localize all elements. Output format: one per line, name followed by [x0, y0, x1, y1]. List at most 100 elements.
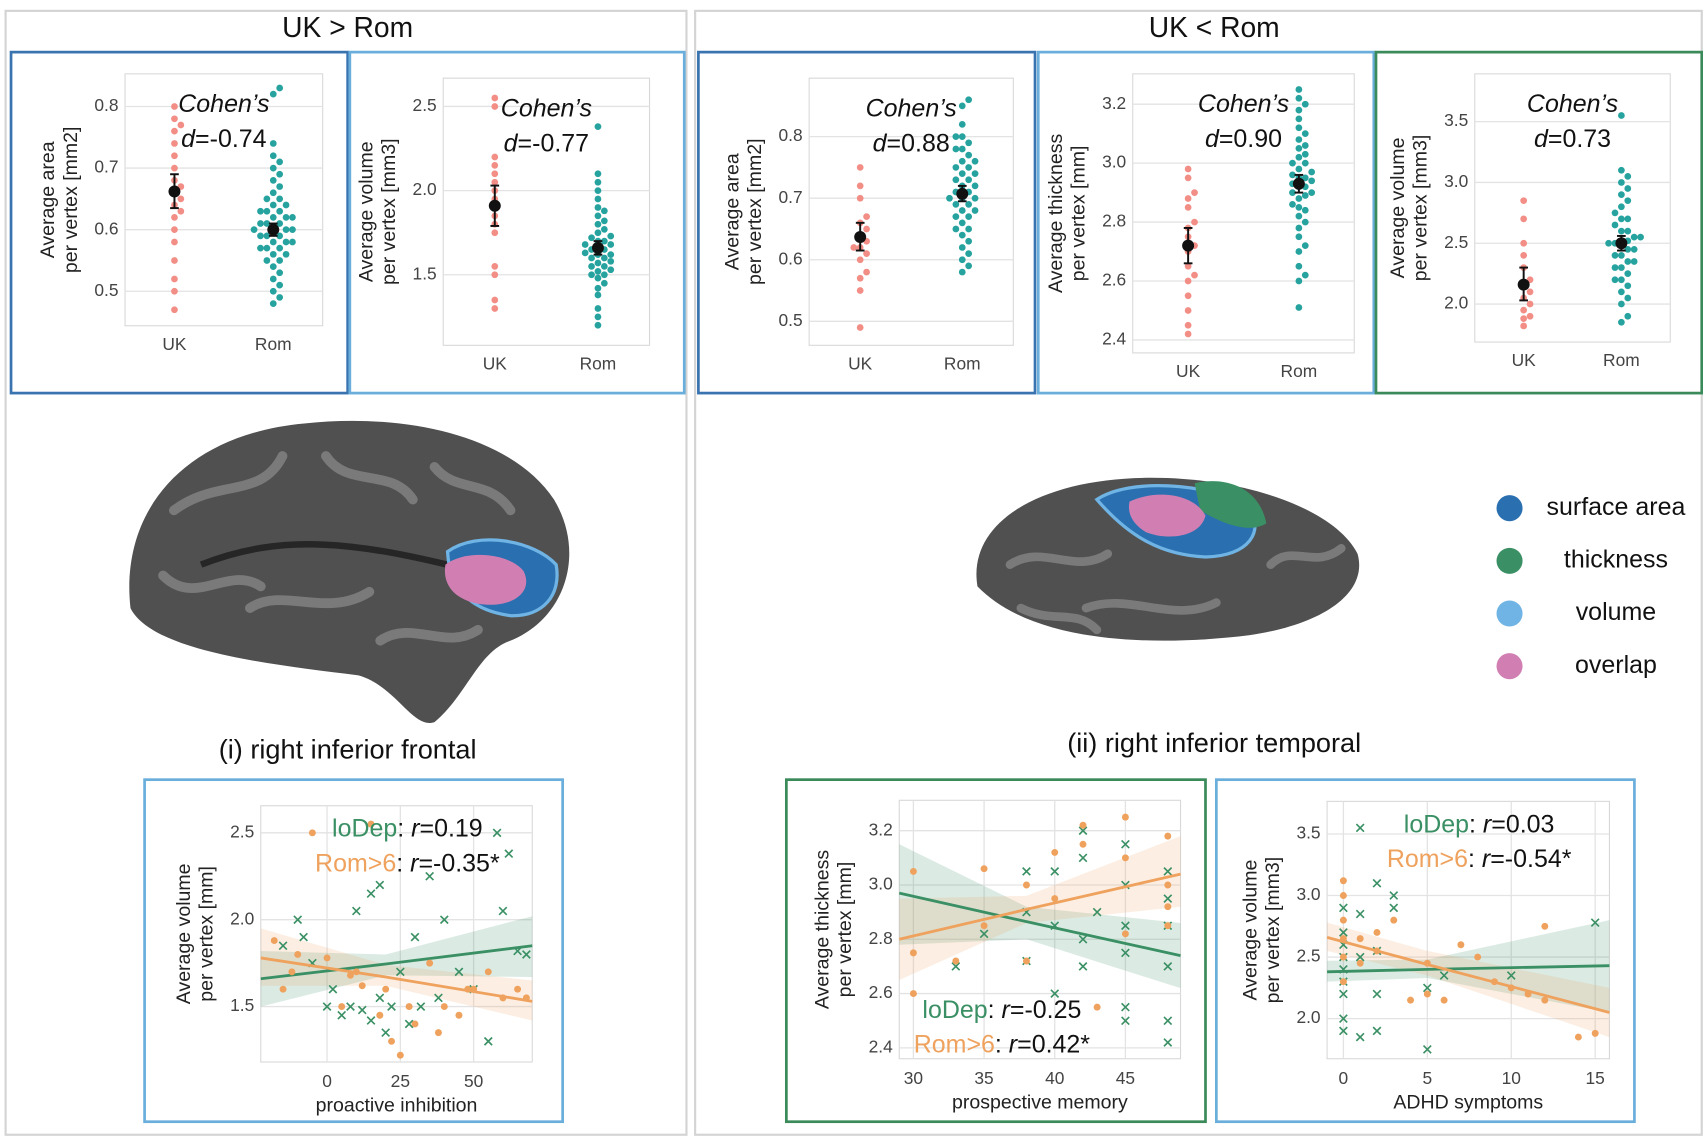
data-point: [1612, 276, 1619, 283]
data-point: [1624, 313, 1631, 320]
data-point: [959, 158, 966, 165]
y-tick-label: 0.8: [94, 95, 118, 115]
x-tick-label: 40: [1045, 1068, 1064, 1088]
mean-marker: [1182, 240, 1194, 252]
data-point: [171, 152, 178, 159]
legend-swatch: [1497, 548, 1523, 574]
data-point: [289, 239, 296, 246]
effect-name: Cohen’s: [178, 90, 269, 118]
data-point: [388, 1038, 395, 1045]
data-point: [1340, 978, 1347, 985]
data-point: [1164, 833, 1171, 840]
data-point: [1618, 167, 1625, 174]
data-point: [270, 189, 277, 196]
x-axis-label: proactive inhibition: [316, 1095, 478, 1117]
data-point: [455, 1012, 462, 1019]
y-tick-label: 0.6: [94, 218, 118, 238]
y-tick-label: 3.2: [1102, 93, 1126, 113]
data-point: [171, 276, 178, 283]
mean-marker: [489, 200, 501, 212]
data-point: [270, 91, 277, 98]
y-tick-label: 2.5: [1296, 946, 1320, 966]
x-axis-label: prospective memory: [952, 1091, 1128, 1113]
data-point: [276, 257, 283, 264]
mean-marker: [168, 186, 180, 198]
data-point: [857, 287, 864, 294]
data-point: [283, 251, 290, 258]
data-point: [857, 164, 864, 171]
data-point: [1302, 242, 1309, 249]
data-point: [595, 123, 602, 130]
data-point: [1308, 169, 1315, 176]
y-axis-label: Average thickness: [1045, 134, 1067, 293]
data-point: [1624, 295, 1631, 302]
mean-marker: [854, 231, 866, 243]
data-point: [1296, 95, 1303, 102]
data-point: [1296, 136, 1303, 143]
data-point: [270, 140, 277, 147]
series-name: Rom>6: [1387, 845, 1468, 873]
data-point: [1612, 264, 1619, 271]
data-point: [251, 226, 258, 233]
data-point: [376, 1012, 383, 1019]
x-tick-label: 10: [1502, 1068, 1521, 1088]
data-point: [601, 226, 608, 233]
effect-stat: d=0.88: [873, 129, 950, 157]
data-point: [270, 251, 277, 258]
data-point: [270, 239, 277, 246]
data-point: [288, 968, 295, 975]
series-name: Rom>6: [914, 1030, 995, 1058]
data-point: [1296, 195, 1303, 202]
data-point: [491, 95, 498, 102]
data-point: [595, 322, 602, 329]
data-point: [1164, 903, 1171, 910]
data-point: [1624, 258, 1631, 265]
data-point: [1080, 822, 1087, 829]
data-point: [607, 241, 614, 248]
data-point: [601, 255, 608, 262]
data-point: [491, 271, 498, 278]
stat-value: =-0.25: [1010, 996, 1082, 1024]
data-point: [491, 162, 498, 169]
y-tick-label: 2.0: [1296, 1007, 1320, 1027]
separator: :: [1469, 810, 1483, 838]
data-point: [1618, 179, 1625, 186]
data-point: [338, 1003, 345, 1010]
data-point: [965, 238, 972, 245]
data-point: [1185, 204, 1192, 211]
y-axis-label: per vertex [mm3]: [378, 138, 400, 285]
data-point: [965, 152, 972, 159]
y-tick-label: 2.8: [1102, 211, 1126, 231]
data-point: [171, 140, 178, 147]
y-tick-label: 2.4: [869, 1036, 893, 1056]
data-point: [1308, 177, 1315, 184]
y-tick-label: 0.5: [778, 310, 802, 330]
data-point: [271, 937, 278, 944]
data-point: [171, 165, 178, 172]
data-point: [1624, 282, 1631, 289]
y-tick-label: 2.5: [230, 821, 254, 841]
effect-symbol: d: [1534, 125, 1549, 153]
data-point: [1527, 301, 1534, 308]
data-point: [1302, 272, 1309, 279]
data-point: [1520, 240, 1527, 247]
effect-symbol: d: [873, 129, 888, 157]
data-point: [1527, 313, 1534, 320]
data-point: [1390, 917, 1397, 924]
data-point: [1296, 263, 1303, 270]
stat-value: =0.03: [1491, 810, 1554, 838]
data-point: [857, 256, 864, 263]
data-point: [965, 96, 972, 103]
data-point: [276, 294, 283, 301]
data-point: [289, 214, 296, 221]
data-point: [1094, 1004, 1101, 1011]
data-point: [857, 183, 864, 190]
data-point: [959, 207, 966, 214]
data-point: [294, 951, 301, 958]
data-point: [952, 958, 959, 965]
data-point: [952, 176, 959, 183]
data-point: [972, 195, 979, 202]
data-point: [1592, 1030, 1599, 1037]
data-point: [595, 221, 602, 228]
x-tick-label: 0: [1339, 1068, 1349, 1088]
